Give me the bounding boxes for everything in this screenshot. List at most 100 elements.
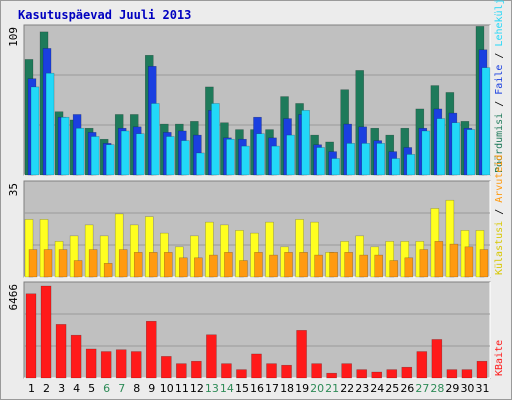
bar-leheküljed-day-22 (346, 143, 355, 176)
bar-leheküljed-day-3 (60, 116, 70, 176)
bar-arvuteid-day-6 (103, 263, 113, 278)
bar-leheküljed-day-29 (451, 122, 461, 176)
x-tick-label-day-20: 20 (310, 382, 324, 395)
x-tick-label-day-18: 18 (280, 382, 294, 395)
bar-kbaite-day-16 (251, 353, 262, 379)
middle-legend-label-part: / (494, 203, 505, 221)
bar-kbaite-day-15 (236, 369, 247, 379)
bar-kbaite-day-22 (341, 363, 352, 379)
bar-arvuteid-day-7 (118, 249, 128, 278)
bar-kbaite-day-20 (311, 363, 322, 379)
x-tick-label-day-2: 2 (43, 382, 50, 395)
bar-leheküljed-day-26 (406, 154, 416, 176)
bar-kbaite-day-10 (161, 356, 172, 379)
bar-leheküljed-day-12 (196, 152, 205, 176)
bar-kbaite-day-28 (431, 339, 443, 379)
top-legend-label-part: / (494, 95, 505, 113)
bottom-ymax-label: 6466 (7, 284, 20, 311)
bottom-legend-label-part: KBaite (494, 340, 505, 376)
top-legend-label-part: Pöördumisi (494, 113, 505, 173)
x-tick-label-day-14: 14 (220, 382, 234, 395)
x-tick-label-day-9: 9 (148, 382, 155, 395)
bar-arvuteid-day-16 (254, 252, 263, 278)
bar-arvuteid-day-20 (314, 254, 323, 278)
bar-leheküljed-day-23 (361, 143, 370, 176)
bar-kbaite-day-8 (130, 351, 142, 379)
bar-arvuteid-day-12 (194, 257, 203, 278)
bar-kbaite-day-5 (85, 348, 97, 379)
bottom-legend-label: KBaite (494, 340, 505, 376)
bar-kbaite-day-7 (115, 349, 127, 379)
bar-kbaite-day-29 (446, 369, 458, 379)
bar-arvuteid-day-5 (88, 249, 98, 278)
bar-arvuteid-day-8 (133, 252, 143, 278)
x-tick-label-day-5: 5 (88, 382, 95, 395)
bar-kbaite-day-23 (356, 369, 367, 379)
x-tick-label-day-27: 27 (415, 382, 429, 395)
bar-kbaite-day-21 (326, 372, 337, 379)
bar-leheküljed-day-27 (421, 130, 431, 176)
bar-leheküljed-day-25 (391, 158, 401, 176)
middle-legend-label-part: Külastusi (494, 221, 505, 275)
x-tick-label-day-22: 22 (340, 382, 354, 395)
x-tick-label-day-15: 15 (235, 382, 249, 395)
top-ymax-label: 109 (7, 27, 20, 47)
bar-arvuteid-day-22 (344, 252, 353, 278)
bar-leheküljed-day-28 (436, 118, 446, 176)
x-tick-label-day-17: 17 (265, 382, 279, 395)
bar-kbaite-day-9 (146, 320, 157, 379)
bar-kbaite-day-18 (281, 364, 292, 379)
x-tick-label-day-13: 13 (205, 382, 219, 395)
bar-kbaite-day-4 (70, 334, 82, 379)
bar-leheküljed-day-31 (481, 67, 491, 176)
bar-arvuteid-day-1 (28, 249, 38, 278)
bar-leheküljed-day-16 (256, 133, 265, 176)
bar-arvuteid-day-4 (73, 260, 83, 278)
x-tick-label-day-4: 4 (73, 382, 80, 395)
bar-kbaite-day-17 (266, 363, 277, 379)
bar-kbaite-day-2 (40, 285, 52, 379)
bar-arvuteid-day-2 (43, 249, 53, 278)
bar-leheküljed-day-4 (75, 127, 85, 176)
bar-arvuteid-day-21 (329, 252, 338, 278)
bar-leheküljed-day-10 (166, 136, 175, 176)
x-tick-label-day-23: 23 (355, 382, 369, 395)
x-tick-label-day-12: 12 (190, 382, 204, 395)
bar-arvuteid-day-19 (299, 252, 308, 278)
bar-kbaite-day-26 (401, 366, 413, 379)
bar-kbaite-day-30 (461, 369, 473, 379)
bar-kbaite-day-3 (55, 324, 67, 379)
bar-kbaite-day-1 (25, 293, 37, 379)
middle-legend-label-part: Arvuteid (494, 155, 505, 203)
middle-legend-label: Külastusi / Arvuteid (494, 155, 505, 275)
bar-leheküljed-day-9 (151, 103, 160, 176)
x-tick-label-day-24: 24 (370, 382, 384, 395)
bar-arvuteid-day-31 (479, 249, 489, 278)
bar-kbaite-day-6 (100, 351, 112, 379)
bar-leheküljed-day-19 (301, 110, 310, 176)
bar-kbaite-day-19 (296, 330, 307, 379)
x-tick-label-day-16: 16 (250, 382, 264, 395)
bar-leheküljed-day-17 (271, 145, 280, 176)
x-tick-label-day-1: 1 (28, 382, 35, 395)
bar-leheküljed-day-21 (331, 158, 340, 176)
bar-kbaite-day-12 (191, 360, 202, 379)
x-tick-label-day-6: 6 (103, 382, 110, 395)
x-tick-label-day-8: 8 (133, 382, 140, 395)
bar-leheküljed-day-11 (181, 140, 190, 176)
bar-kbaite-day-25 (386, 369, 398, 379)
bar-arvuteid-day-24 (374, 254, 383, 278)
x-tick-label-day-30: 30 (460, 382, 474, 395)
bar-arvuteid-day-28 (434, 241, 444, 278)
bar-arvuteid-day-17 (269, 254, 278, 278)
bar-arvuteid-day-14 (224, 252, 233, 278)
middle-ymax-label: 35 (7, 183, 20, 196)
bar-leheküljed-day-13 (211, 103, 220, 176)
chart-title: Kasutuspäevad Juuli 2013 (18, 8, 192, 22)
x-tick-label-day-31: 31 (475, 382, 489, 395)
bar-kbaite-day-14 (221, 363, 232, 379)
bar-leheküljed-day-5 (90, 136, 100, 176)
bar-arvuteid-day-26 (404, 257, 414, 278)
bar-arvuteid-day-15 (239, 260, 248, 278)
